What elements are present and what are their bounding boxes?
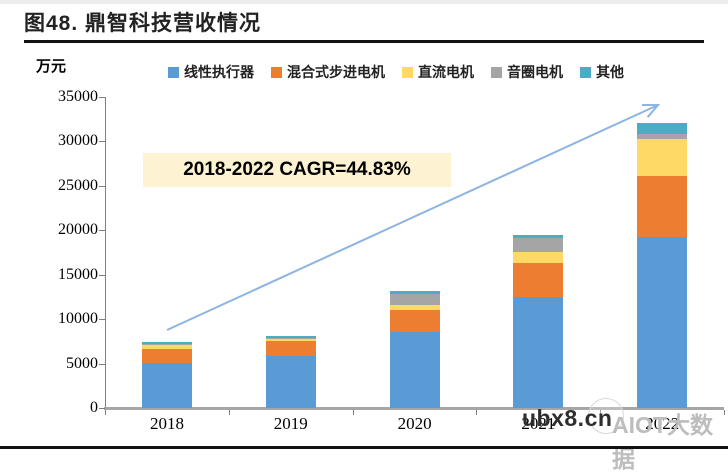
y-axis-tick-label: 5000 xyxy=(66,354,98,372)
chart-legend: 线性执行器 混合式步进电机 直流电机 音圈电机 其他 xyxy=(168,62,728,82)
title-underline xyxy=(24,40,704,43)
bar-segment-2018-直流电机 xyxy=(141,344,192,350)
legend-swatch-icon xyxy=(402,66,413,78)
legend-swatch-icon xyxy=(491,66,502,78)
x-axis-tick xyxy=(105,410,106,415)
y-axis-tick xyxy=(99,319,105,321)
y-axis-tick-label: 15000 xyxy=(58,265,98,283)
legend-swatch-icon xyxy=(168,66,179,78)
bar-segment-2020-音圈电机 xyxy=(389,293,440,305)
bar-segment-2019-混合式步进电机 xyxy=(265,341,316,357)
bar-segment-2022-线性执行器 xyxy=(637,237,688,408)
x-axis-tick xyxy=(352,410,354,415)
y-axis-tick-label: 35000 xyxy=(58,88,98,105)
bar-segment-2018-混合式步进电机 xyxy=(141,349,192,363)
bar-segment-2020-混合式步进电机 xyxy=(389,309,440,333)
bar-segment-2022-音圈电机 xyxy=(637,133,688,139)
bar-segment-2018-音圈电机 xyxy=(141,344,192,345)
bar-segment-2021-线性执行器 xyxy=(513,296,564,408)
bar-segment-2019-直流电机 xyxy=(265,338,316,342)
bar-segment-2020-直流电机 xyxy=(389,304,440,310)
bar-segment-2018-线性执行器 xyxy=(141,362,192,408)
watermark-brand: AIOT大数据 xyxy=(612,412,713,472)
legend-item-音圈电机: 音圈电机 xyxy=(491,62,563,82)
bar-segment-2021-音圈电机 xyxy=(513,238,564,252)
y-axis-tick xyxy=(99,363,105,365)
x-axis-label-2021: 2021 xyxy=(521,414,556,433)
x-axis-line xyxy=(104,407,724,410)
x-axis-label-2018: 2018 xyxy=(150,414,184,433)
bar-segment-2020-线性执行器 xyxy=(389,332,440,408)
legend-label: 线性执行器 xyxy=(184,64,254,80)
bar-segment-2022-其他 xyxy=(637,123,688,134)
legend-label: 混合式步进电机 xyxy=(287,64,385,80)
y-axis-tick-label: 25000 xyxy=(58,176,98,194)
x-axis-label-2019: 2019 xyxy=(273,414,308,433)
x-axis-tick xyxy=(724,410,725,415)
y-axis-tick xyxy=(99,97,105,98)
legend-item-直流电机: 直流电机 xyxy=(402,62,474,82)
y-axis-tick xyxy=(99,408,105,409)
bar-segment-2018-其他 xyxy=(141,341,192,345)
y-axis-tick xyxy=(99,274,105,276)
legend-label: 直流电机 xyxy=(418,64,474,80)
y-axis-tick xyxy=(99,185,105,187)
bar-segment-2022-直流电机 xyxy=(637,138,688,177)
y-axis-tick-label: 20000 xyxy=(58,221,98,239)
x-axis-label-2022: 2022 xyxy=(645,414,680,433)
legend-swatch-icon xyxy=(580,66,591,78)
y-axis-tick-label: 30000 xyxy=(58,132,98,150)
figure-title: 图48. 鼎智科技营收情况 xyxy=(24,12,262,35)
x-axis-label-2020: 2020 xyxy=(397,414,432,433)
legend-swatch-icon xyxy=(271,66,282,78)
bar-segment-2021-混合式步进电机 xyxy=(513,263,564,297)
bar-segment-2019-线性执行器 xyxy=(265,356,316,408)
legend-item-线性执行器: 线性执行器 xyxy=(168,62,254,82)
bar-segment-2021-直流电机 xyxy=(513,251,564,264)
bar-segment-2022-混合式步进电机 xyxy=(637,176,688,238)
legend-label: 音圈电机 xyxy=(507,64,563,80)
legend-item-混合式步进电机: 混合式步进电机 xyxy=(271,62,385,82)
legend-label: 其他 xyxy=(596,64,624,80)
y-axis-unit-label: 万元 xyxy=(36,58,67,75)
y-axis-tick xyxy=(99,230,105,232)
bar-segment-2021-其他 xyxy=(513,234,564,239)
bar-segment-2019-其他 xyxy=(265,336,316,339)
bar-segment-2020-其他 xyxy=(389,290,440,294)
y-axis-tick-label: 10000 xyxy=(58,310,98,328)
y-axis-tick-label: 0 xyxy=(90,399,98,416)
top-strip xyxy=(0,0,728,4)
bar-segment-2019-音圈电机 xyxy=(265,338,316,339)
x-axis-tick xyxy=(476,410,478,415)
bottom-divider xyxy=(0,446,728,449)
watermark-site: ubx8.cn xyxy=(522,405,613,431)
watermark-stamp-icon xyxy=(588,398,624,434)
cagr-annotation: 2018-2022 CAGR=44.83% xyxy=(143,153,451,187)
legend-item-其他: 其他 xyxy=(580,62,624,82)
y-axis-tick xyxy=(99,141,105,143)
x-axis-tick xyxy=(228,410,230,415)
y-axis-line xyxy=(105,97,106,408)
